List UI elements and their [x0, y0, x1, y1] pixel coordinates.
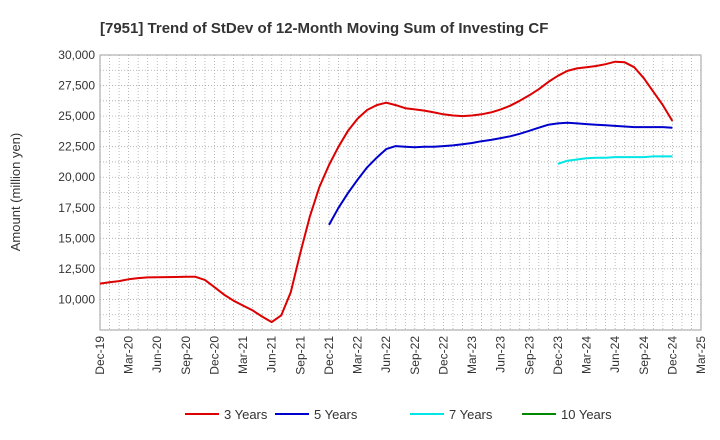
y-tick-label: 12,500 [58, 262, 95, 276]
x-tick-label: Jun-23 [494, 336, 508, 373]
x-tick-label: Sep-23 [522, 336, 536, 375]
x-tick-label: Dec-22 [436, 336, 450, 375]
x-tick-label: Sep-22 [408, 336, 422, 375]
x-tick-label: Mar-20 [122, 336, 136, 374]
x-tick-label: Sep-24 [637, 336, 651, 375]
y-tick-label: 30,000 [58, 48, 95, 62]
x-tick-label: Dec-23 [551, 336, 565, 375]
legend-label: 3 Years [224, 407, 268, 422]
y-tick-label: 25,000 [58, 109, 95, 123]
x-tick-label: Mar-21 [236, 336, 250, 374]
x-tick-label: Dec-21 [322, 336, 336, 375]
legend: 3 Years 5 Years 7 Years 10 Years [185, 407, 612, 422]
x-tick-labels: Dec-19 Mar-20 Jun-20 Sep-20 Dec-20 Mar-21 Jun-… [93, 336, 708, 375]
x-tick-label: Sep-20 [179, 336, 193, 375]
x-tick-label: Mar-25 [694, 336, 708, 374]
x-tick-label: Mar-22 [351, 336, 365, 374]
y-tick-label: 27,500 [58, 79, 95, 93]
y-tick-labels: 10,000 12,500 15,000 17,500 20,000 22,500 25,0… [58, 48, 95, 306]
legend-label: 5 Years [314, 407, 358, 422]
y-tick-label: 22,500 [58, 140, 95, 154]
series-line [99, 60, 674, 324]
x-tick-label: Jun-21 [265, 336, 279, 373]
y-axis-label: Amount (million yen) [8, 133, 23, 252]
x-tick-label: Mar-23 [465, 336, 479, 374]
legend-label: 10 Years [561, 407, 612, 422]
x-tick-label: Jun-22 [379, 336, 393, 373]
series-line [328, 121, 673, 226]
x-tick-label: Dec-20 [207, 336, 221, 375]
grid [99, 54, 702, 331]
x-tick-label: Dec-24 [665, 336, 679, 375]
y-tick-label: 17,500 [58, 201, 95, 215]
x-tick-label: Mar-24 [580, 336, 594, 374]
x-tick-label: Dec-19 [93, 336, 107, 375]
x-tick-label: Sep-21 [293, 336, 307, 375]
chart-title: [7951] Trend of StDev of 12-Month Moving… [100, 20, 548, 37]
x-tick-label: Jun-20 [150, 336, 164, 373]
y-tick-label: 20,000 [58, 170, 95, 184]
series-line [557, 155, 673, 165]
y-tick-label: 10,000 [58, 292, 95, 306]
x-tick-label: Jun-24 [608, 336, 622, 373]
legend-label: 7 Years [449, 407, 493, 422]
y-tick-label: 15,000 [58, 231, 95, 245]
series-group [99, 60, 674, 324]
